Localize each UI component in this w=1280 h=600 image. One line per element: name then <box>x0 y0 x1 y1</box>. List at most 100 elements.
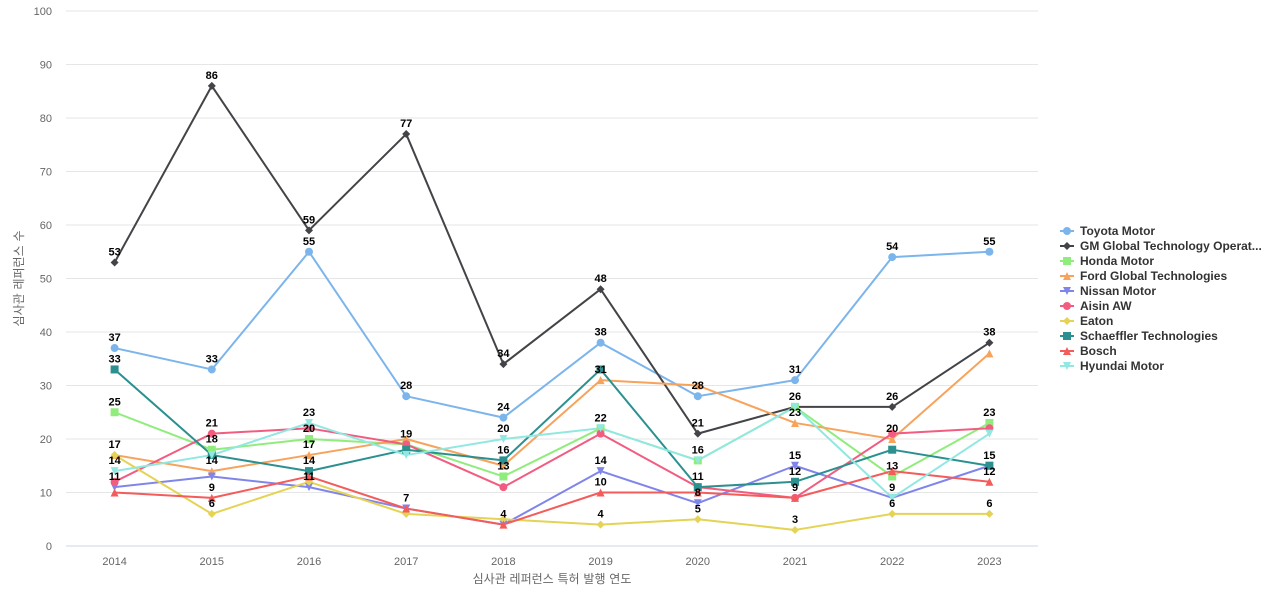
data-point-gm-global-technology-operations[interactable] <box>596 285 605 294</box>
data-point-eaton[interactable] <box>596 520 605 529</box>
data-point-eaton[interactable] <box>791 525 799 534</box>
data-point-bosch[interactable] <box>985 477 994 486</box>
data-point-ford-global-technologies[interactable] <box>499 461 508 470</box>
data-point-bosch[interactable] <box>693 488 702 497</box>
data-point-toyota-motor[interactable] <box>791 376 799 385</box>
data-point-toyota-motor[interactable] <box>305 247 313 256</box>
series-line-honda-motor[interactable] <box>113 405 991 478</box>
data-point-schaeffler-technologies[interactable] <box>499 456 508 465</box>
legend-item-ford-global-technologies[interactable]: Ford Global Technologies <box>1060 269 1227 283</box>
series-line-nissan-motor[interactable] <box>113 464 991 526</box>
data-point-toyota-motor[interactable] <box>693 392 702 401</box>
data-point-toyota-motor[interactable] <box>110 344 119 353</box>
data-point-schaeffler-technologies[interactable] <box>305 467 313 476</box>
data-point-honda-motor[interactable] <box>110 408 119 417</box>
data-point-nissan-motor[interactable] <box>791 461 799 470</box>
data-point-gm-global-technology-operations[interactable] <box>693 429 702 438</box>
series-line-schaeffler-technologies[interactable] <box>113 368 991 489</box>
data-point-nissan-motor[interactable] <box>305 483 313 492</box>
data-point-bosch[interactable] <box>207 493 216 502</box>
data-point-hyundai-motor[interactable] <box>596 424 605 433</box>
legend-item-honda-motor[interactable]: Honda Motor <box>1060 254 1154 268</box>
data-point-hyundai-motor[interactable] <box>402 451 411 460</box>
data-point-nissan-motor[interactable] <box>207 472 216 481</box>
data-point-aisin-aw[interactable] <box>888 429 897 438</box>
data-point-toyota-motor[interactable] <box>402 392 411 401</box>
data-point-gm-global-technology-operations[interactable] <box>402 130 411 139</box>
data-point-aisin-aw[interactable] <box>110 477 119 486</box>
legend-item-hyundai-motor[interactable]: Hyundai Motor <box>1060 359 1164 373</box>
data-point-eaton[interactable] <box>402 509 411 518</box>
data-point-aisin-aw[interactable] <box>499 483 508 492</box>
data-point-eaton[interactable] <box>888 509 897 518</box>
data-point-honda-motor[interactable] <box>207 445 216 454</box>
series-line-bosch[interactable] <box>113 470 991 526</box>
data-point-gm-global-technology-operations[interactable] <box>305 226 313 235</box>
data-point-gm-global-technology-operations[interactable] <box>888 402 897 411</box>
data-point-eaton[interactable] <box>499 515 508 524</box>
data-point-bosch[interactable] <box>596 488 605 497</box>
data-point-hyundai-motor[interactable] <box>888 493 897 502</box>
data-point-aisin-aw[interactable] <box>596 429 605 438</box>
data-point-honda-motor[interactable] <box>305 435 313 443</box>
data-point-gm-global-technology-operations[interactable] <box>499 360 508 369</box>
data-point-toyota-motor[interactable] <box>596 338 605 347</box>
data-point-schaeffler-technologies[interactable] <box>985 461 994 470</box>
legend-item-aisin-aw[interactable]: Aisin AW <box>1060 299 1132 313</box>
data-point-schaeffler-technologies[interactable] <box>791 477 799 486</box>
legend-item-schaeffler-technologies[interactable]: Schaeffler Technologies <box>1060 329 1218 343</box>
data-point-gm-global-technology-operations[interactable] <box>207 81 216 90</box>
data-point-nissan-motor[interactable] <box>693 499 702 508</box>
data-point-gm-global-technology-operations[interactable] <box>110 258 119 267</box>
data-point-toyota-motor[interactable] <box>985 247 994 256</box>
legend-item-nissan-motor[interactable]: Nissan Motor <box>1060 284 1156 298</box>
data-point-hyundai-motor[interactable] <box>207 451 216 460</box>
data-point-hyundai-motor[interactable] <box>499 435 508 443</box>
data-point-hyundai-motor[interactable] <box>693 456 702 465</box>
data-point-ford-global-technologies[interactable] <box>596 376 605 385</box>
data-point-ford-global-technologies[interactable] <box>693 381 702 390</box>
data-point-toyota-motor[interactable] <box>499 413 508 422</box>
data-point-aisin-aw[interactable] <box>305 424 313 433</box>
data-point-ford-global-technologies[interactable] <box>888 435 897 443</box>
series-line-gm-global-technology-operations[interactable] <box>113 84 991 435</box>
data-point-schaeffler-technologies[interactable] <box>596 365 605 374</box>
data-point-eaton[interactable] <box>110 451 119 460</box>
data-point-bosch[interactable] <box>888 467 897 476</box>
data-point-schaeffler-technologies[interactable] <box>888 445 897 454</box>
data-point-honda-motor[interactable] <box>499 472 508 481</box>
data-point-bosch[interactable] <box>305 472 313 481</box>
data-point-bosch[interactable] <box>110 488 119 497</box>
series-line-toyota-motor[interactable] <box>113 250 991 419</box>
data-point-eaton[interactable] <box>693 515 702 524</box>
data-point-honda-motor[interactable] <box>888 472 897 481</box>
legend-item-bosch[interactable]: Bosch <box>1060 344 1117 358</box>
data-point-toyota-motor[interactable] <box>888 253 897 262</box>
data-point-bosch[interactable] <box>791 493 799 502</box>
data-point-ford-global-technologies[interactable] <box>791 418 799 427</box>
data-point-schaeffler-technologies[interactable] <box>402 445 411 454</box>
series-line-eaton[interactable] <box>113 454 991 531</box>
legend-item-toyota-motor[interactable]: Toyota Motor <box>1060 224 1155 238</box>
legend-item-gm-global-technology-operations[interactable]: GM Global Technology Operat... <box>1060 239 1262 253</box>
data-point-toyota-motor[interactable] <box>207 365 216 374</box>
legend-item-eaton[interactable]: Eaton <box>1060 314 1113 328</box>
data-point-gm-global-technology-operations[interactable] <box>985 338 994 347</box>
data-point-ford-global-technologies[interactable] <box>985 349 994 358</box>
data-point-bosch[interactable] <box>499 520 508 529</box>
data-point-ford-global-technologies[interactable] <box>305 451 313 460</box>
data-point-hyundai-motor[interactable] <box>791 402 799 411</box>
series-line-hyundai-motor[interactable] <box>113 405 991 499</box>
data-point-bosch[interactable] <box>402 504 411 513</box>
data-label: 54 <box>886 241 899 253</box>
data-point-hyundai-motor[interactable] <box>985 429 994 438</box>
data-point-aisin-aw[interactable] <box>207 429 216 438</box>
data-point-schaeffler-technologies[interactable] <box>693 483 702 492</box>
data-point-honda-motor[interactable] <box>985 418 994 427</box>
data-point-eaton[interactable] <box>207 509 216 518</box>
data-point-hyundai-motor[interactable] <box>305 418 313 427</box>
data-point-nissan-motor[interactable] <box>596 467 605 476</box>
data-point-eaton[interactable] <box>985 509 994 518</box>
data-point-hyundai-motor[interactable] <box>110 467 119 476</box>
data-point-schaeffler-technologies[interactable] <box>110 365 119 374</box>
